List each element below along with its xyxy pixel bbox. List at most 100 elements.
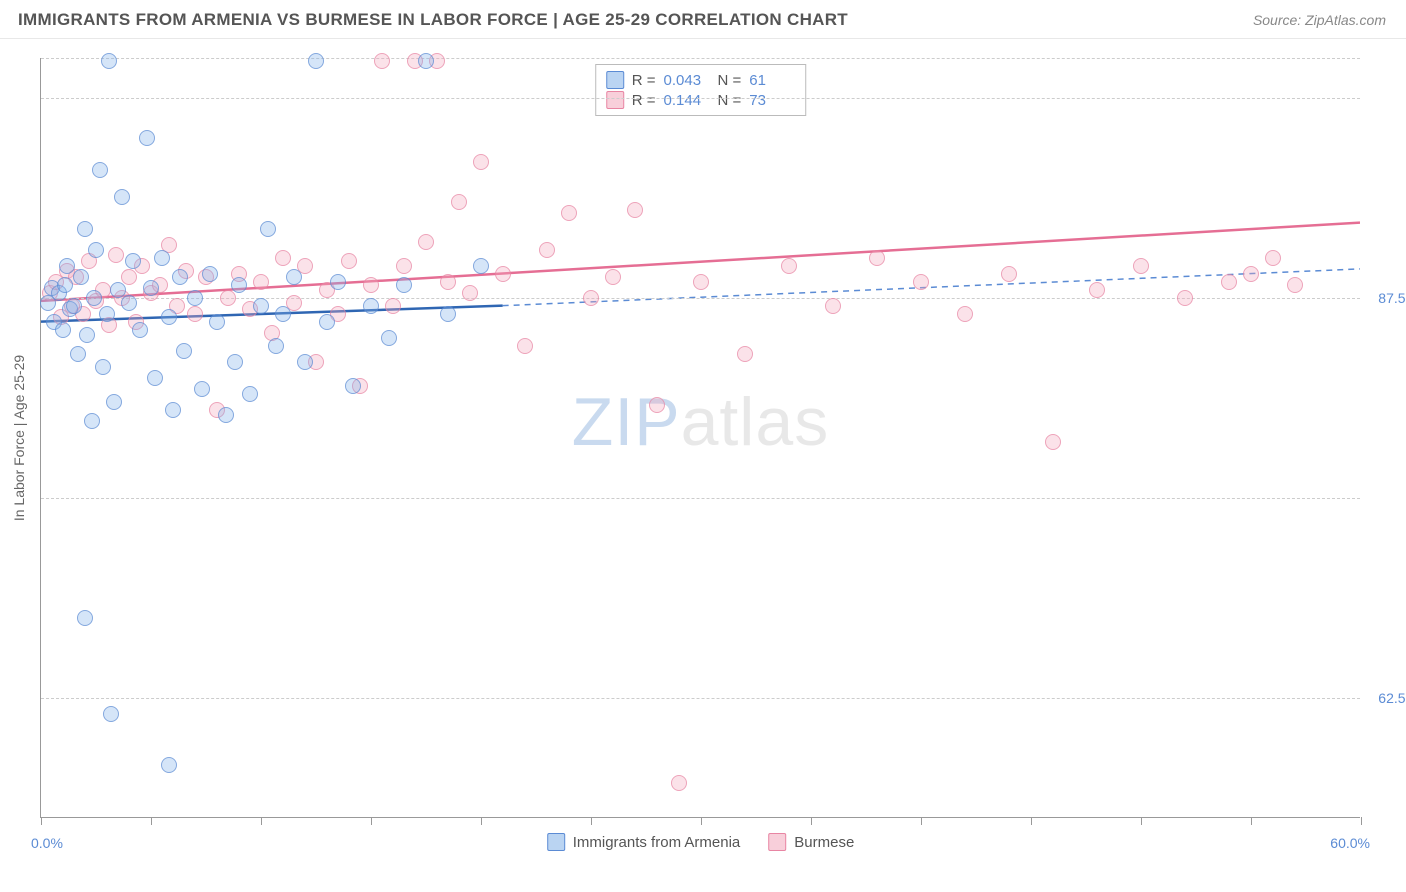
scatter-point-blue [308,53,324,69]
scatter-point-blue [345,378,361,394]
scatter-point-blue [187,290,203,306]
legend-stat-row-pink: R = 0.144 N = 73 [606,91,796,109]
scatter-point-pink [220,290,236,306]
scatter-point-pink [1177,290,1193,306]
y-tick-label: 62.5% [1368,690,1406,706]
swatch-blue-icon [547,833,565,851]
scatter-point-pink [957,306,973,322]
x-tick [591,817,592,825]
scatter-point-pink [1089,282,1105,298]
scatter-point-pink [451,194,467,210]
scatter-point-pink [693,274,709,290]
scatter-point-pink [1133,258,1149,274]
scatter-point-blue [268,338,284,354]
gridline [41,298,1360,299]
scatter-chart: In Labor Force | Age 25-29 ZIPatlas R = … [40,58,1360,818]
swatch-blue-icon [606,71,624,89]
scatter-point-pink [385,298,401,314]
scatter-point-pink [363,277,379,293]
scatter-point-blue [132,322,148,338]
scatter-point-pink [440,274,456,290]
scatter-point-pink [649,397,665,413]
y-tick-label: 87.5% [1368,290,1406,306]
scatter-point-blue [473,258,489,274]
scatter-point-blue [59,258,75,274]
scatter-point-blue [440,306,456,322]
scatter-point-pink [605,269,621,285]
scatter-point-pink [495,266,511,282]
y-axis-title: In Labor Force | Age 25-29 [11,354,27,520]
gridline [41,58,1360,59]
legend-stat-row-blue: R = 0.043 N = 61 [606,71,796,89]
scatter-point-blue [55,322,71,338]
scatter-point-pink [561,205,577,221]
scatter-point-blue [106,394,122,410]
scatter-point-blue [209,314,225,330]
scatter-point-pink [737,346,753,362]
scatter-point-blue [66,298,82,314]
x-tick [811,817,812,825]
scatter-point-blue [79,327,95,343]
scatter-point-blue [77,610,93,626]
scatter-point-blue [147,370,163,386]
legend-item-pink: Burmese [768,833,854,851]
x-tick [921,817,922,825]
scatter-point-blue [57,277,73,293]
scatter-point-blue [253,298,269,314]
scatter-point-blue [86,290,102,306]
scatter-point-blue [330,274,346,290]
scatter-point-pink [1287,277,1303,293]
scatter-point-blue [319,314,335,330]
scatter-point-blue [194,381,210,397]
scatter-point-blue [77,221,93,237]
x-axis-min-label: 0.0% [31,835,63,851]
scatter-point-blue [218,407,234,423]
x-tick [1141,817,1142,825]
scatter-point-blue [176,343,192,359]
scatter-point-pink [913,274,929,290]
x-tick [701,817,702,825]
x-tick [371,817,372,825]
scatter-point-blue [297,354,313,370]
scatter-point-pink [539,242,555,258]
scatter-point-blue [363,298,379,314]
scatter-point-pink [1243,266,1259,282]
scatter-point-pink [187,306,203,322]
scatter-point-pink [275,250,291,266]
scatter-point-blue [154,250,170,266]
scatter-point-blue [396,277,412,293]
scatter-point-pink [253,274,269,290]
scatter-point-blue [84,413,100,429]
scatter-point-pink [1045,434,1061,450]
gridline [41,698,1360,699]
scatter-point-pink [462,285,478,301]
scatter-point-blue [103,706,119,722]
scatter-point-blue [88,242,104,258]
scatter-point-pink [396,258,412,274]
x-tick [481,817,482,825]
title-bar: IMMIGRANTS FROM ARMENIA VS BURMESE IN LA… [0,0,1406,39]
scatter-point-blue [172,269,188,285]
scatter-point-blue [418,53,434,69]
scatter-point-pink [341,253,357,269]
scatter-point-blue [125,253,141,269]
source-label: Source: ZipAtlas.com [1253,12,1386,28]
scatter-point-pink [1221,274,1237,290]
scatter-point-blue [139,130,155,146]
scatter-point-blue [381,330,397,346]
scatter-point-blue [143,280,159,296]
scatter-point-pink [781,258,797,274]
scatter-point-pink [869,250,885,266]
scatter-point-blue [121,295,137,311]
scatter-point-pink [627,202,643,218]
gridline [41,98,1360,99]
x-tick [151,817,152,825]
legend-item-blue: Immigrants from Armenia [547,833,741,851]
gridline [41,498,1360,499]
legend-series: Immigrants from Armenia Burmese [547,833,855,851]
scatter-point-blue [286,269,302,285]
scatter-point-blue [95,359,111,375]
x-axis-max-label: 60.0% [1330,835,1370,851]
scatter-point-pink [671,775,687,791]
x-tick [41,817,42,825]
